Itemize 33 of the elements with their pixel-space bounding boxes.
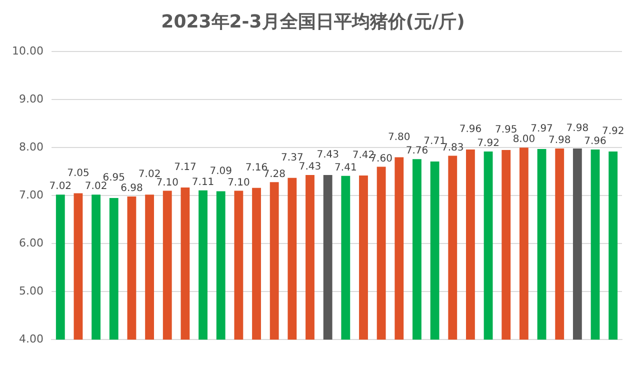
data-label: 7.17 <box>174 162 196 174</box>
y-tick-label: 7.00 <box>18 188 44 202</box>
data-label: 8.00 <box>512 134 536 146</box>
data-label: 7.96 <box>584 136 606 148</box>
data-label: 7.37 <box>281 152 304 164</box>
y-tick-label: 5.00 <box>18 284 44 298</box>
data-label: 7.09 <box>210 166 232 177</box>
data-label: 6.98 <box>120 183 143 194</box>
data-label: 7.02 <box>84 181 108 192</box>
data-label: 7.95 <box>494 124 518 136</box>
data-label: 7.98 <box>566 123 589 134</box>
data-label: 7.11 <box>192 176 214 188</box>
data-label: 7.43 <box>298 162 322 173</box>
data-label: 7.05 <box>67 168 90 179</box>
data-label: 7.41 <box>334 162 357 174</box>
y-tick-label: 8.00 <box>18 140 44 154</box>
data-label: 7.10 <box>228 177 250 188</box>
y-tick-label: 4.00 <box>18 332 44 346</box>
chart-title: 2023年2-3月全国日平均猪价(元/斤) <box>161 11 465 32</box>
data-label: 7.10 <box>156 177 179 188</box>
data-label: 7.96 <box>459 124 482 136</box>
data-label: 7.92 <box>477 138 500 150</box>
data-label: 7.28 <box>263 168 286 180</box>
data-label: 7.98 <box>548 135 571 146</box>
data-label: 7.76 <box>406 146 428 157</box>
data-label: 7.80 <box>388 132 410 143</box>
data-label: 7.92 <box>602 126 624 138</box>
data-label: 7.97 <box>530 124 553 135</box>
y-tick-label: 6.00 <box>18 236 44 250</box>
y-tick-label: 9.00 <box>18 92 44 106</box>
y-tick-label: 10.00 <box>12 44 44 58</box>
data-label: 7.02 <box>49 181 72 192</box>
data-label: 7.43 <box>316 150 339 161</box>
